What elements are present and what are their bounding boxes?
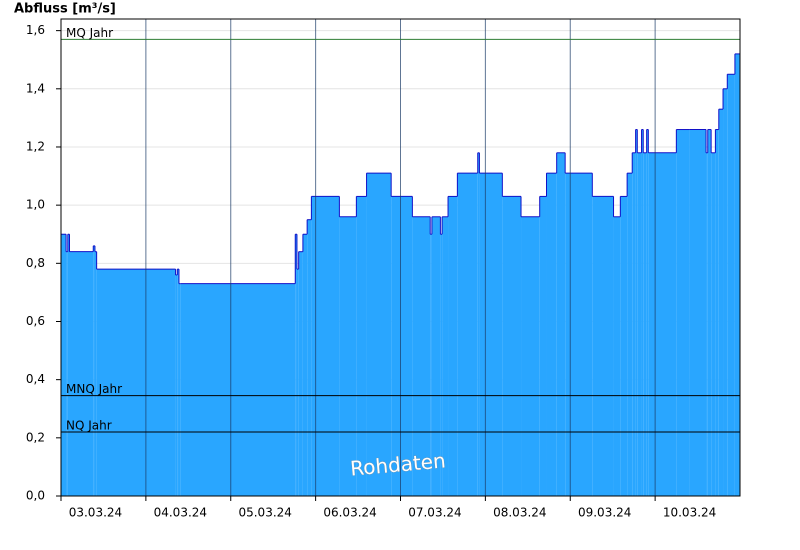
- area-step: [723, 88, 728, 497]
- area-step: [627, 173, 633, 496]
- y-tick-label: 1,4: [26, 81, 45, 95]
- area-step: [431, 216, 441, 496]
- x-tick-label: 04.03.24: [154, 506, 207, 520]
- area-step: [620, 196, 628, 497]
- area-step: [565, 173, 593, 496]
- area-step: [440, 234, 443, 497]
- area-step: [298, 251, 303, 496]
- area-step: [356, 196, 367, 497]
- area-step: [613, 216, 621, 496]
- area-step: [93, 245, 95, 496]
- area-step: [521, 216, 540, 496]
- area-step: [307, 219, 312, 496]
- y-tick-label: 1,0: [26, 198, 45, 212]
- area-step: [295, 234, 297, 497]
- area-step: [430, 234, 432, 497]
- area-step: [689, 129, 707, 496]
- area-step: [442, 216, 449, 496]
- area-step: [734, 53, 740, 497]
- area-step: [643, 152, 647, 497]
- reference-label: NQ Jahr: [66, 419, 112, 433]
- x-tick-label: 10.03.24: [663, 506, 716, 520]
- area-step: [96, 269, 176, 496]
- area-step: [457, 173, 478, 496]
- area-step: [391, 196, 413, 497]
- area-step: [556, 152, 566, 497]
- area-step: [546, 173, 557, 496]
- area-step: [635, 129, 638, 496]
- area-step: [339, 216, 357, 496]
- area-step: [727, 74, 735, 496]
- area-step: [175, 274, 178, 496]
- reference-label: MQ Jahr: [66, 26, 113, 40]
- area-step: [448, 196, 458, 497]
- area-step: [676, 129, 690, 496]
- area-step: [296, 269, 299, 496]
- y-tick-label: 1,2: [26, 139, 45, 153]
- area-step: [632, 152, 636, 497]
- y-tick-label: 0,4: [26, 372, 45, 386]
- y-tick-label: 0,2: [26, 430, 45, 444]
- area-step: [69, 251, 94, 496]
- y-tick-label: 0,8: [26, 256, 45, 270]
- x-tick-label: 08.03.24: [493, 506, 546, 520]
- x-tick-label: 05.03.24: [238, 506, 291, 520]
- area-step: [477, 152, 480, 497]
- x-tick-label: 03.03.24: [69, 506, 122, 520]
- area-step: [180, 283, 296, 496]
- area-step: [177, 269, 179, 496]
- area-step: [637, 152, 642, 497]
- area-step: [366, 173, 392, 496]
- area-step: [479, 173, 503, 496]
- y-axis-label: Abfluss [m³/s]: [14, 2, 116, 17]
- y-tick-label: 0,6: [26, 314, 45, 328]
- area-step: [178, 283, 181, 496]
- area-step: [646, 129, 649, 496]
- area-step: [592, 196, 614, 497]
- x-tick-label: 09.03.24: [578, 506, 631, 520]
- area-step: [502, 196, 522, 497]
- y-tick-label: 1,6: [26, 23, 45, 37]
- area-step: [61, 234, 67, 497]
- y-tick-label: 0,0: [26, 489, 45, 503]
- area-step: [66, 251, 68, 496]
- area-step: [718, 109, 724, 496]
- plot-frame: [60, 18, 741, 497]
- area-step: [302, 234, 308, 497]
- area-step: [707, 129, 712, 496]
- area-step: [94, 251, 97, 496]
- area-step: [641, 129, 644, 496]
- area-step: [412, 216, 431, 496]
- area-step: [67, 234, 70, 497]
- area-step: [539, 196, 547, 497]
- area-step: [706, 152, 708, 497]
- area-step: [711, 152, 716, 497]
- reference-label: MNQ Jahr: [66, 382, 122, 396]
- x-tick-label: 06.03.24: [323, 506, 376, 520]
- area-step: [648, 152, 677, 497]
- x-tick-label: 07.03.24: [408, 506, 461, 520]
- area-step: [715, 129, 719, 496]
